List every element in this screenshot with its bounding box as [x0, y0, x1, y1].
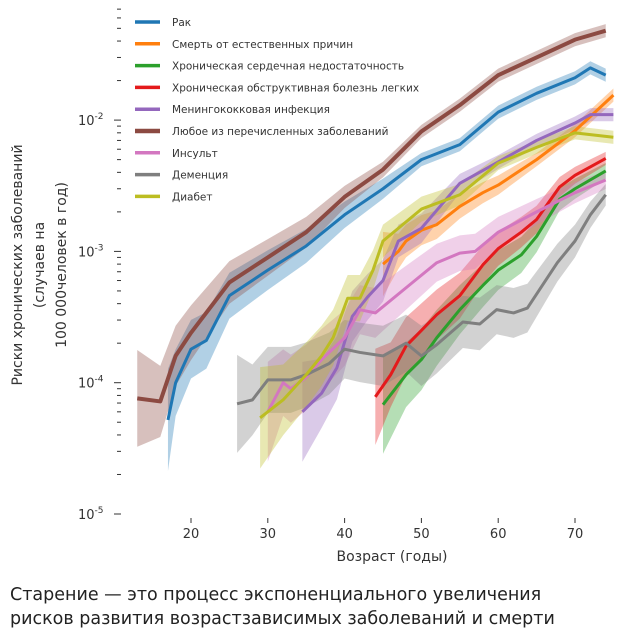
legend-label: Хроническая сердечная недостаточность: [172, 61, 404, 73]
y-axis-label-line-2: (случаев на: [32, 222, 48, 308]
confidence-band: [237, 183, 606, 453]
x-tick-label: 70: [567, 527, 584, 542]
y-tick-label: 10-4: [78, 375, 104, 392]
confidence-band: [267, 170, 606, 462]
legend-label: Инсульт: [172, 148, 218, 160]
y-axis-label-line-1: Риски хронических заболеваний: [10, 144, 26, 385]
x-tick-label: 30: [260, 527, 277, 542]
series-line: [136, 28, 607, 404]
y-tick-label: 10-3: [78, 243, 104, 260]
y-axis-label-line-3: 100 000человек в год): [54, 182, 70, 348]
caption-line-2: рисков развития возрастзависимых заболев…: [10, 609, 555, 629]
confidence-band: [260, 126, 614, 469]
x-tick-label: 60: [490, 527, 507, 542]
series-lines: [136, 28, 615, 421]
legend: Рак Смерть от естественных причин Хроничес…: [135, 17, 419, 203]
legend-label: Любое из перечисленных заболеваний: [172, 126, 388, 138]
y-axis-label: Риски хронических заболеваний (случаев н…: [10, 144, 70, 385]
legend-label: Диабет: [172, 191, 213, 203]
axes: 20 30 40 50 60 70 10-5 10-4 10-3 10-2: [78, 8, 584, 542]
x-axis-label: Возраст (годы): [337, 549, 448, 565]
legend-label: Деменция: [172, 170, 228, 182]
x-tick-label: 40: [336, 527, 353, 542]
series-line: [374, 157, 607, 398]
legend-label: Рак: [172, 17, 191, 29]
legend-label: Хроническая обструктивная болезнь легких: [172, 82, 419, 94]
x-tick-label: 50: [413, 527, 430, 542]
confidence-band: [383, 163, 606, 454]
y-tick-label: 10-5: [78, 506, 104, 523]
y-tick-label: 10-2: [78, 112, 104, 129]
legend-label: Менингококковая инфекция: [172, 104, 330, 116]
series-line: [382, 94, 615, 266]
legend-label: Смерть от естественных причин: [172, 39, 353, 51]
series-line: [236, 193, 607, 406]
caption-line-1: Старение — это процесс экспоненциального…: [10, 585, 542, 605]
series-line: [259, 131, 614, 420]
series-line: [301, 113, 614, 413]
x-tick-label: 20: [183, 527, 200, 542]
series-line: [166, 66, 607, 421]
